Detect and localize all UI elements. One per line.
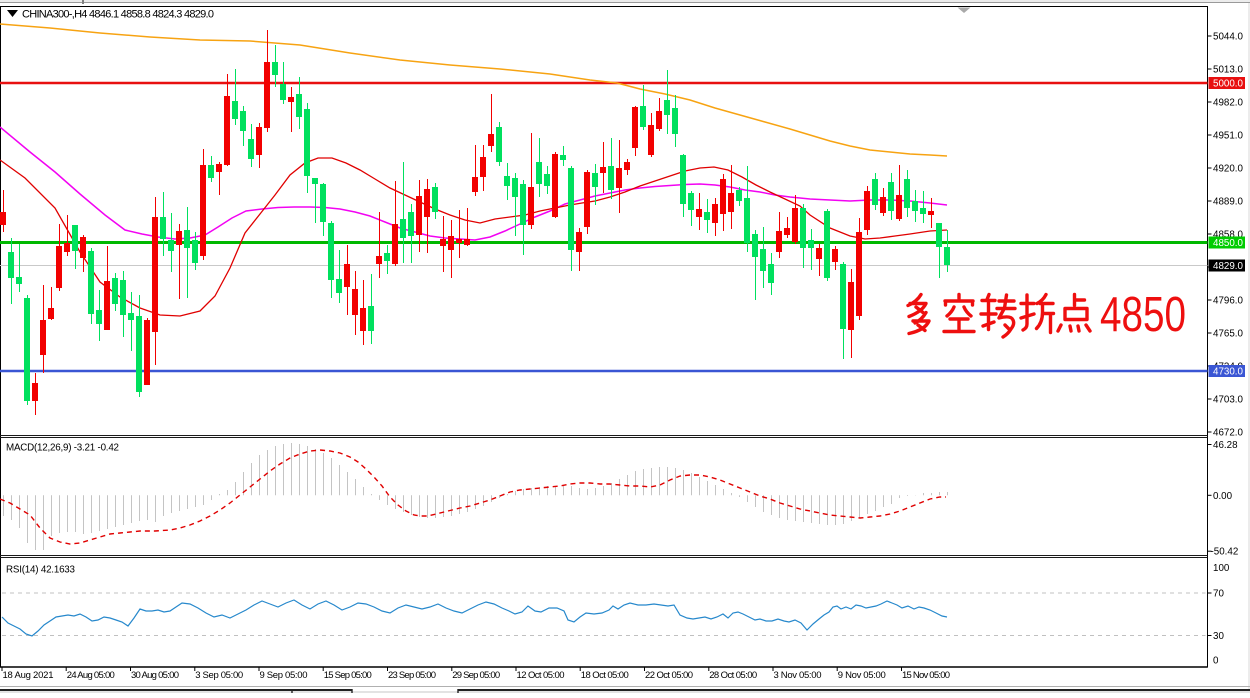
svg-text:3 Nov 05:00: 3 Nov 05:00 bbox=[774, 670, 822, 681]
svg-text:4850: 4850 bbox=[1100, 288, 1186, 342]
svg-text:4765.0: 4765.0 bbox=[1213, 329, 1244, 340]
svg-text:4850.0: 4850.0 bbox=[1213, 238, 1244, 249]
svg-text:-50.42: -50.42 bbox=[1211, 547, 1239, 558]
svg-text:30: 30 bbox=[1213, 631, 1224, 642]
svg-text:4858.0: 4858.0 bbox=[1213, 230, 1244, 241]
svg-text:28 Oct 05:00: 28 Oct 05:00 bbox=[709, 670, 757, 681]
svg-text:30 Aug 05:00: 30 Aug 05:00 bbox=[131, 670, 179, 681]
svg-text:4730.0: 4730.0 bbox=[1213, 367, 1244, 378]
svg-text:18 Aug 2021: 18 Aug 2021 bbox=[3, 670, 54, 681]
svg-text:18 Oct 05:00: 18 Oct 05:00 bbox=[581, 670, 629, 681]
svg-text:15 Sep 05:00: 15 Sep 05:00 bbox=[324, 670, 372, 681]
svg-text:4920.0: 4920.0 bbox=[1213, 164, 1244, 175]
svg-text:4703.0: 4703.0 bbox=[1213, 395, 1244, 406]
svg-text:RSI(14) 42.1633: RSI(14) 42.1633 bbox=[6, 565, 76, 576]
svg-text:23 Sep 05:00: 23 Sep 05:00 bbox=[388, 670, 436, 681]
svg-text:15 Nov 05:00: 15 Nov 05:00 bbox=[902, 670, 950, 681]
svg-text:3 Sep 05:00: 3 Sep 05:00 bbox=[195, 670, 243, 681]
svg-text:12 Oct 05:00: 12 Oct 05:00 bbox=[517, 670, 565, 681]
svg-text:4982.0: 4982.0 bbox=[1213, 98, 1244, 109]
svg-text:4672.0: 4672.0 bbox=[1213, 428, 1244, 439]
svg-text:0: 0 bbox=[1213, 656, 1219, 667]
svg-text:CHINA300-,H4 4846.1 4858.8 48: CHINA300-,H4 4846.1 4858.8 4824.3 4829.0 bbox=[22, 9, 214, 21]
svg-text:0.00: 0.00 bbox=[1213, 491, 1233, 502]
svg-text:4951.0: 4951.0 bbox=[1213, 131, 1244, 142]
svg-text:46.28: 46.28 bbox=[1213, 440, 1238, 451]
svg-text:4889.0: 4889.0 bbox=[1213, 197, 1244, 208]
svg-text:5013.0: 5013.0 bbox=[1213, 65, 1244, 76]
svg-text:100: 100 bbox=[1213, 563, 1230, 574]
svg-text:4796.0: 4796.0 bbox=[1213, 296, 1244, 307]
svg-text:5000.0: 5000.0 bbox=[1213, 79, 1244, 90]
svg-text:29 Sep 05:00: 29 Sep 05:00 bbox=[452, 670, 500, 681]
svg-text:4829.0: 4829.0 bbox=[1213, 261, 1244, 272]
svg-text:5044.0: 5044.0 bbox=[1213, 32, 1244, 43]
svg-text:9 Sep 05:00: 9 Sep 05:00 bbox=[260, 670, 308, 681]
svg-text:22 Oct 05:00: 22 Oct 05:00 bbox=[645, 670, 693, 681]
svg-text:9 Nov 05:00: 9 Nov 05:00 bbox=[838, 670, 886, 681]
svg-text:MACD(12,26,9) -3.21 -0.42: MACD(12,26,9) -3.21 -0.42 bbox=[6, 443, 119, 454]
svg-text:70: 70 bbox=[1213, 589, 1224, 600]
svg-text:24 Aug 05:00: 24 Aug 05:00 bbox=[67, 670, 115, 681]
